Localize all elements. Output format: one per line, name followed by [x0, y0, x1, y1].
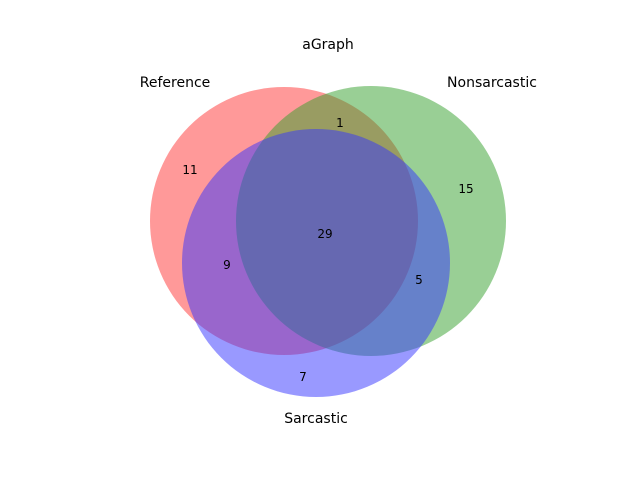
nonsarcastic-sarcastic-count: 5	[415, 273, 423, 287]
nonsarcastic-only-count: 15	[458, 182, 473, 196]
reference-sarcastic-count: 9	[223, 258, 231, 272]
sarcastic-set-label: Sarcastic	[284, 411, 348, 427]
sarcastic-only-count: 7	[299, 370, 307, 384]
reference-nonsarcastic-count: 1	[336, 116, 344, 130]
reference-only-count: 11	[182, 163, 197, 177]
reference-set-label: Reference	[140, 75, 211, 91]
nonsarcastic-set-label: Nonsarcastic	[447, 75, 537, 91]
diagram-title: aGraph	[302, 37, 354, 53]
all-three-count: 29	[317, 227, 332, 241]
sarcastic-circle	[182, 129, 450, 397]
